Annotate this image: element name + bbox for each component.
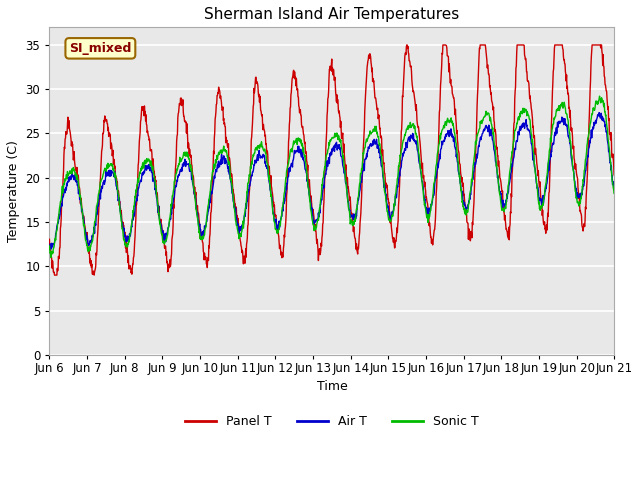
- X-axis label: Time: Time: [317, 380, 348, 393]
- Air T: [158, 226, 166, 231]
- Sonic T: [45, 243, 53, 249]
- Air T: [235, 231, 243, 237]
- Panel T: [544, 214, 552, 219]
- Y-axis label: Temperature (C): Temperature (C): [7, 140, 20, 242]
- Legend: Panel T, Air T, Sonic T: Panel T, Air T, Sonic T: [180, 410, 484, 433]
- Panel T: [235, 225, 243, 231]
- Panel T: [158, 222, 166, 228]
- Panel T: [45, 236, 53, 242]
- Air T: [595, 110, 603, 116]
- Panel T: [495, 163, 502, 169]
- Panel T: [172, 166, 179, 171]
- Panel T: [611, 173, 618, 179]
- Title: Sherman Island Air Temperatures: Sherman Island Air Temperatures: [204, 7, 460, 22]
- Panel T: [420, 184, 428, 190]
- Sonic T: [544, 164, 552, 170]
- Line: Panel T: Panel T: [49, 45, 614, 275]
- Panel T: [403, 42, 411, 48]
- Line: Air T: Air T: [49, 113, 614, 249]
- Sonic T: [172, 175, 179, 180]
- Line: Sonic T: Sonic T: [49, 96, 614, 257]
- Sonic T: [596, 93, 604, 99]
- Text: SI_mixed: SI_mixed: [69, 42, 132, 55]
- Air T: [47, 246, 55, 252]
- Air T: [544, 174, 552, 180]
- Air T: [172, 184, 179, 190]
- Sonic T: [47, 254, 55, 260]
- Air T: [494, 173, 502, 179]
- Air T: [611, 188, 618, 193]
- Sonic T: [420, 196, 428, 202]
- Sonic T: [235, 231, 243, 237]
- Sonic T: [611, 190, 618, 196]
- Air T: [420, 192, 428, 198]
- Air T: [45, 246, 53, 252]
- Panel T: [51, 272, 58, 278]
- Sonic T: [494, 173, 502, 179]
- Sonic T: [158, 232, 166, 238]
